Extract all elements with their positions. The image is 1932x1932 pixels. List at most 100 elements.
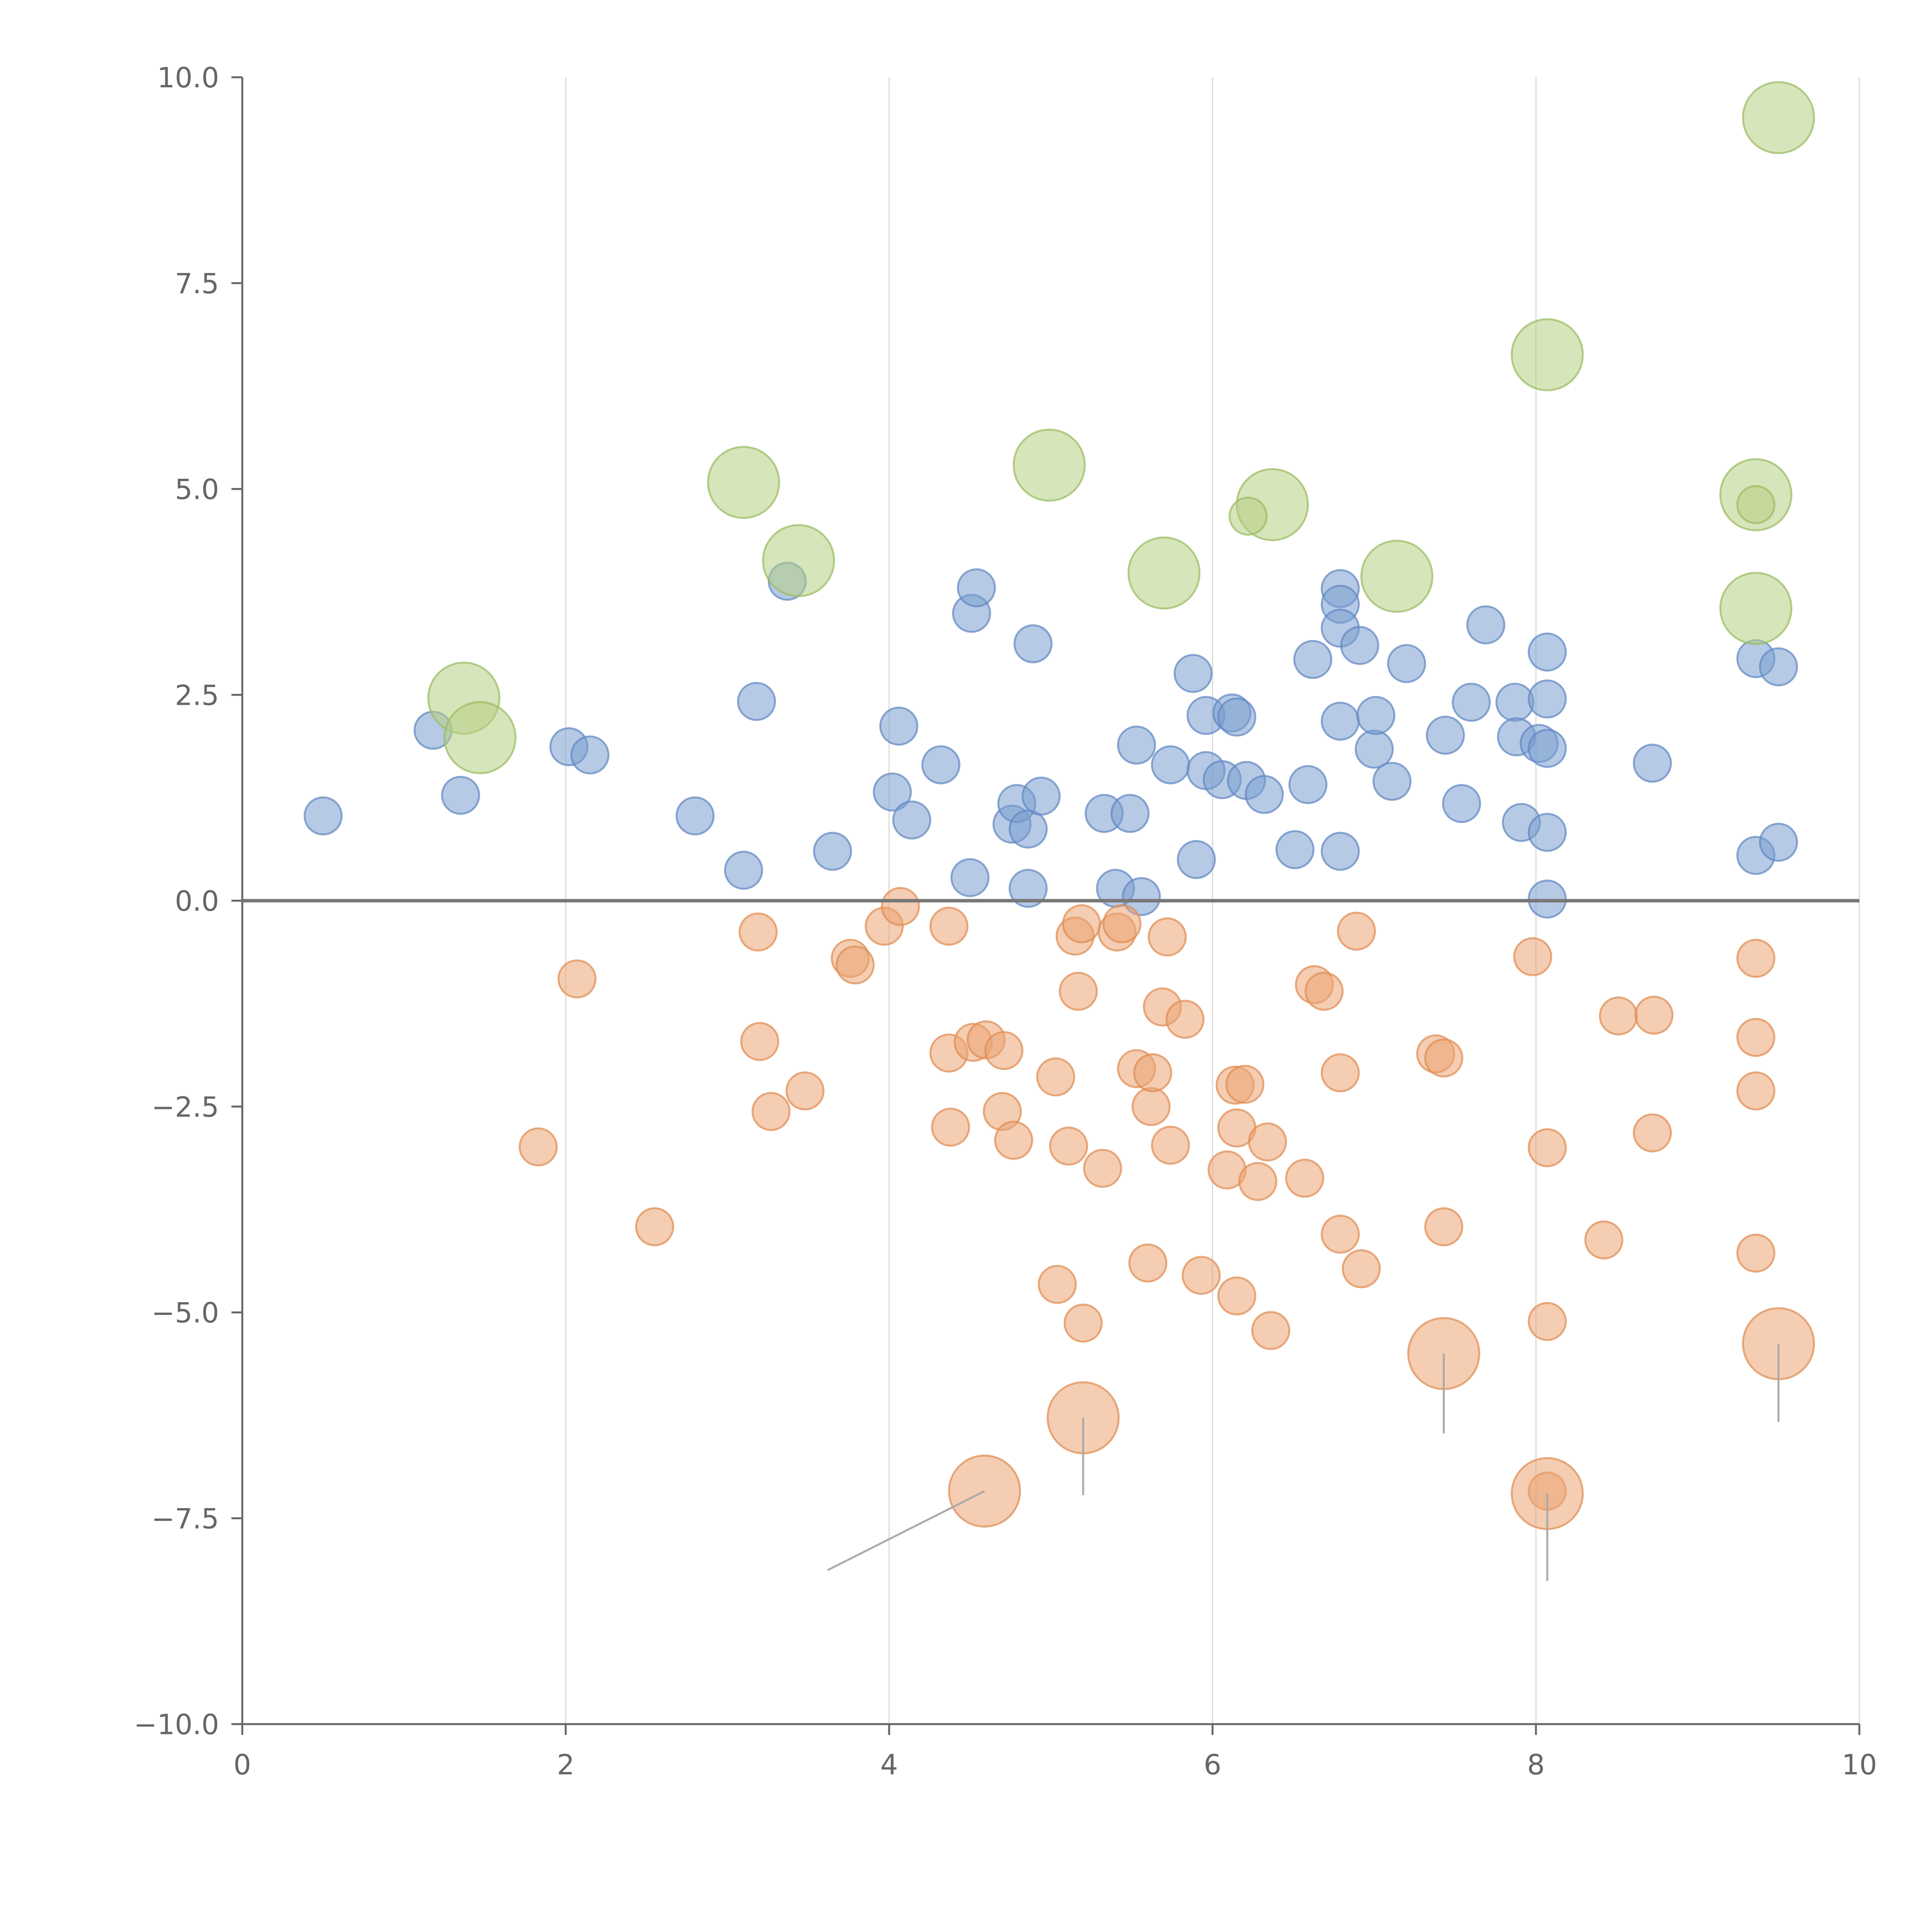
negative-point: [1342, 1249, 1381, 1289]
negative-point: [1424, 1207, 1463, 1247]
negative-point: [1251, 1311, 1291, 1350]
negative-point: [1049, 1126, 1088, 1166]
negative-point: [1736, 1018, 1776, 1057]
negative-point: [785, 1071, 825, 1111]
positive-point: [303, 796, 343, 836]
negative-point: [1337, 912, 1376, 951]
positive-point: [1009, 869, 1048, 908]
x-tick-label: 10: [1842, 1748, 1877, 1781]
positive-point: [1021, 776, 1061, 816]
positive-highlight-point: [443, 701, 517, 774]
positive-highlight-point: [1742, 81, 1815, 154]
positive-highlight-point: [1719, 571, 1793, 645]
positive-highlight-small-point: [1228, 497, 1268, 536]
positive-point: [1426, 716, 1465, 755]
negative-point: [751, 1092, 791, 1131]
positive-point: [441, 776, 480, 815]
positive-point: [1452, 682, 1491, 722]
negative-point: [1248, 1122, 1287, 1162]
positive-point: [950, 858, 990, 897]
positive-highlight-point: [762, 524, 835, 597]
callout-line: [827, 1490, 985, 1571]
negative-point: [1584, 1220, 1624, 1260]
positive-highlight-point: [707, 446, 780, 519]
positive-point: [1372, 762, 1412, 801]
negative-point: [519, 1127, 558, 1167]
negative-point: [1321, 1214, 1360, 1254]
y-tick-label: 10.0: [157, 61, 219, 94]
y-tick-label: −7.5: [151, 1502, 219, 1535]
callout-lines: [827, 1344, 1780, 1581]
positive-point: [1759, 823, 1798, 862]
negative-point: [1513, 937, 1553, 976]
positive-point: [1527, 632, 1567, 672]
y-tick-label: 2.5: [175, 679, 219, 711]
positive-point: [1527, 679, 1567, 719]
negative-point: [1037, 1265, 1077, 1304]
negative-point: [1321, 1053, 1360, 1092]
y-tick-label: −5.0: [151, 1297, 219, 1329]
negative-point: [1527, 1302, 1567, 1341]
negative-point: [1736, 1071, 1776, 1111]
positive-point: [1527, 813, 1567, 852]
negative-point: [1182, 1256, 1221, 1295]
negative-point: [740, 1022, 779, 1061]
negative-point: [984, 1031, 1024, 1070]
positive-point: [1122, 877, 1161, 916]
positive-point: [879, 706, 918, 746]
negative-point: [1527, 1128, 1567, 1167]
positive-point: [1151, 745, 1190, 784]
negative-point: [1062, 904, 1101, 944]
y-tick-label: 5.0: [175, 473, 219, 506]
positive-point: [1355, 730, 1394, 769]
positive-point: [1356, 696, 1396, 735]
positive-highlight-point: [1360, 539, 1434, 613]
negative-point: [1217, 1276, 1257, 1316]
negative-point: [1083, 1149, 1122, 1188]
positive-point: [1759, 647, 1798, 687]
positive-point: [813, 832, 852, 871]
positive-point: [1009, 810, 1048, 849]
positive-point: [724, 850, 763, 890]
positive-point: [1321, 832, 1360, 871]
positive-point: [892, 800, 932, 840]
positive-point: [1633, 743, 1672, 783]
positive-point: [1340, 626, 1379, 665]
negative-point: [738, 912, 778, 952]
negative-point: [1633, 1113, 1672, 1153]
x-tick-label: 0: [233, 1748, 251, 1781]
positive-point: [1177, 840, 1216, 879]
positive-point: [1117, 725, 1156, 765]
positive-point: [1111, 794, 1150, 833]
positive-point: [1527, 729, 1567, 768]
positive-point: [1013, 624, 1053, 663]
positive-point: [1321, 701, 1360, 741]
y-tick-label: −2.5: [151, 1091, 219, 1123]
negative-point: [557, 959, 597, 998]
negative-point: [929, 906, 969, 946]
positive-highlight-point: [1012, 429, 1086, 502]
x-axis-ticks: 0 2 4 6 8 10: [233, 1724, 1877, 1781]
negative-point: [931, 1107, 970, 1147]
positive-point: [921, 745, 961, 784]
negative-point: [881, 887, 920, 926]
negative-point: [1133, 1053, 1172, 1092]
negative-point: [1059, 971, 1098, 1011]
positive-point: [1288, 765, 1328, 804]
positive-highlight-small-point: [1736, 485, 1776, 524]
positive-point: [1495, 682, 1535, 722]
data-points: [303, 81, 1815, 1530]
positive-point: [872, 772, 912, 812]
positive-point: [675, 796, 715, 836]
negative-point: [1102, 904, 1142, 944]
negative-point: [1599, 996, 1638, 1036]
x-tick-label: 4: [880, 1748, 898, 1781]
negative-point: [1131, 1087, 1171, 1126]
negative-point: [1238, 1162, 1277, 1201]
y-tick-label: 0.0: [175, 885, 219, 917]
y-tick-label: −10.0: [134, 1708, 219, 1741]
negative-point: [1634, 995, 1674, 1035]
positive-point: [1387, 644, 1426, 683]
negative-point: [635, 1207, 674, 1247]
